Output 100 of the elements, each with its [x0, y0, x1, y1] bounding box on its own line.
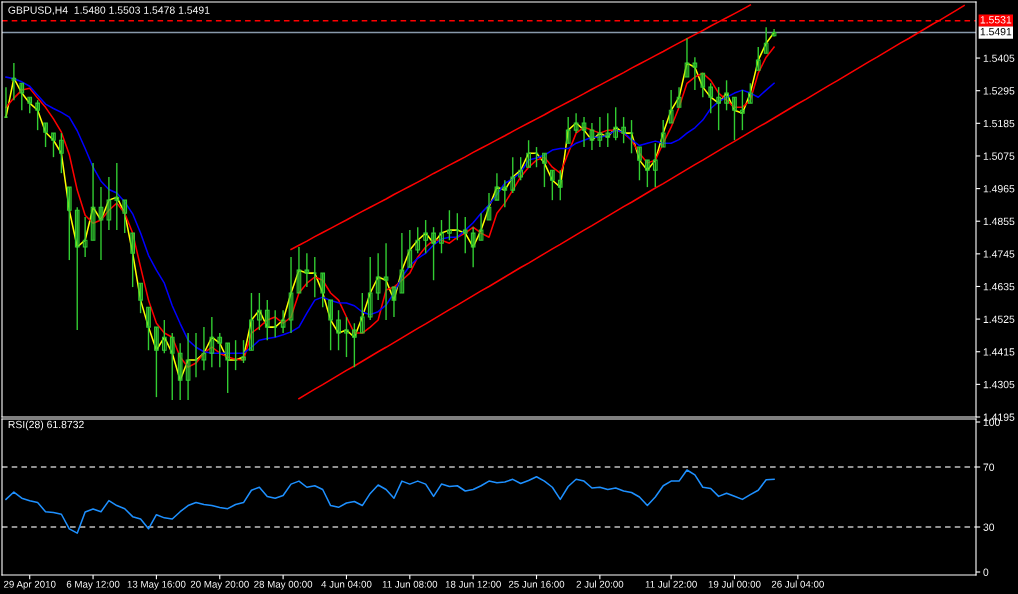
- candlestick: [296, 246, 302, 294]
- candlestick: [272, 309, 278, 338]
- candlestick: [518, 156, 524, 181]
- candlestick: [573, 112, 579, 134]
- candlestick: [19, 82, 25, 111]
- candlestick: [581, 116, 587, 148]
- candlestick: [708, 82, 714, 114]
- candlestick: [352, 322, 357, 368]
- y-tick-label: 1.4305: [983, 380, 1015, 389]
- candlestick: [565, 116, 571, 144]
- candlestick: [217, 332, 223, 368]
- candlestick: [589, 122, 595, 151]
- candlestick: [43, 122, 48, 148]
- candlestick: [700, 72, 706, 98]
- x-tick-label: 11 Jul 22:00: [645, 580, 697, 588]
- candlestick: [375, 252, 381, 301]
- candlestick: [747, 82, 753, 104]
- candlestick: [257, 292, 262, 331]
- candlestick: [486, 192, 492, 221]
- candlestick: [161, 319, 167, 354]
- candlestick: [106, 176, 112, 231]
- candlestick: [11, 62, 17, 101]
- candlestick: [732, 96, 737, 141]
- candlestick: [304, 252, 310, 288]
- candlestick: [423, 219, 428, 254]
- candlestick: [336, 309, 341, 351]
- x-tick-label: 19 Jul 00:00: [708, 580, 761, 588]
- candlestick: [668, 89, 674, 124]
- candlestick: [462, 216, 468, 254]
- ref-line-label: 1.5491: [980, 27, 1012, 36]
- candlestick: [716, 86, 721, 131]
- candlestick: [320, 272, 326, 308]
- candlestick: [154, 326, 159, 398]
- y-tick-label: 1.4635: [983, 282, 1015, 291]
- candlestick: [652, 142, 658, 188]
- candlestick: [146, 306, 151, 351]
- candlestick: [557, 169, 563, 201]
- candlestick: [621, 116, 626, 144]
- candlestick: [676, 86, 682, 109]
- candlestick: [526, 139, 531, 168]
- chart-title: RSI(28) 61.8732: [8, 420, 84, 431]
- candlestick: [763, 26, 769, 55]
- candlestick: [114, 162, 120, 231]
- candlestick: [439, 219, 444, 254]
- x-tick-label: 11 Jun 08:00: [382, 580, 438, 588]
- y-tick-label: 0: [983, 568, 989, 576]
- candlestick: [209, 316, 215, 368]
- candlestick: [241, 339, 246, 364]
- chart-title: GBPUSD,H4 1.5480 1.5503 1.5478 1.5491: [8, 6, 210, 16]
- candlestick: [542, 152, 547, 188]
- y-tick-label: 1.4415: [983, 348, 1015, 356]
- candlestick: [344, 316, 349, 358]
- y-tick-label: 1.5295: [983, 87, 1015, 95]
- candlestick: [51, 132, 56, 158]
- candlestick: [771, 28, 777, 38]
- candlestick: [502, 179, 508, 208]
- candlestick: [494, 172, 500, 201]
- y-tick-label: 1.5185: [983, 119, 1015, 128]
- y-tick-label: 1.5075: [983, 152, 1015, 160]
- x-tick-label: 6 May 12:00: [66, 580, 120, 590]
- x-tick-label: 18 Jun 12:00: [445, 580, 501, 588]
- candlestick: [550, 169, 555, 201]
- candlestick: [264, 299, 270, 341]
- candlestick: [288, 256, 294, 334]
- candlestick: [122, 199, 128, 234]
- candlestick: [597, 116, 603, 148]
- y-tick-label: 1.4965: [983, 185, 1015, 193]
- candlestick: [470, 226, 476, 268]
- candlestick: [130, 232, 135, 288]
- candlestick: [724, 79, 729, 111]
- y-tick-label: 1.4855: [983, 217, 1015, 226]
- candlestick: [359, 292, 365, 334]
- y-tick-label: 1.5405: [983, 54, 1015, 62]
- y-tick-label: 70: [983, 463, 995, 471]
- candlestick: [613, 106, 619, 141]
- candlestick: [383, 242, 389, 321]
- x-tick-label: 29 Apr 2010: [3, 580, 56, 590]
- candlestick: [90, 162, 96, 241]
- candlestick: [59, 132, 64, 174]
- candlestick: [478, 212, 484, 241]
- candlestick: [407, 229, 413, 268]
- candlestick: [249, 292, 254, 351]
- candlestick: [225, 342, 231, 394]
- candlestick: [201, 326, 207, 371]
- candlestick: [328, 299, 333, 351]
- ref-line-label: 1.5531: [980, 16, 1012, 24]
- candlestick: [138, 282, 143, 314]
- candlestick: [66, 186, 72, 261]
- candlestick: [415, 226, 421, 254]
- candlestick: [645, 159, 650, 188]
- x-tick-label: 25 Jun 16:00: [508, 580, 565, 588]
- candlestick: [312, 256, 318, 298]
- y-tick-label: 1.4525: [983, 315, 1015, 323]
- candlestick: [169, 332, 175, 401]
- x-tick-label: 4 Jun 04:00: [321, 580, 372, 588]
- candlestick: [637, 146, 642, 181]
- x-tick-label: 20 May 20:00: [190, 580, 249, 590]
- x-tick-label: 13 May 16:00: [127, 580, 186, 590]
- candlestick: [692, 56, 698, 91]
- candlestick: [185, 332, 191, 401]
